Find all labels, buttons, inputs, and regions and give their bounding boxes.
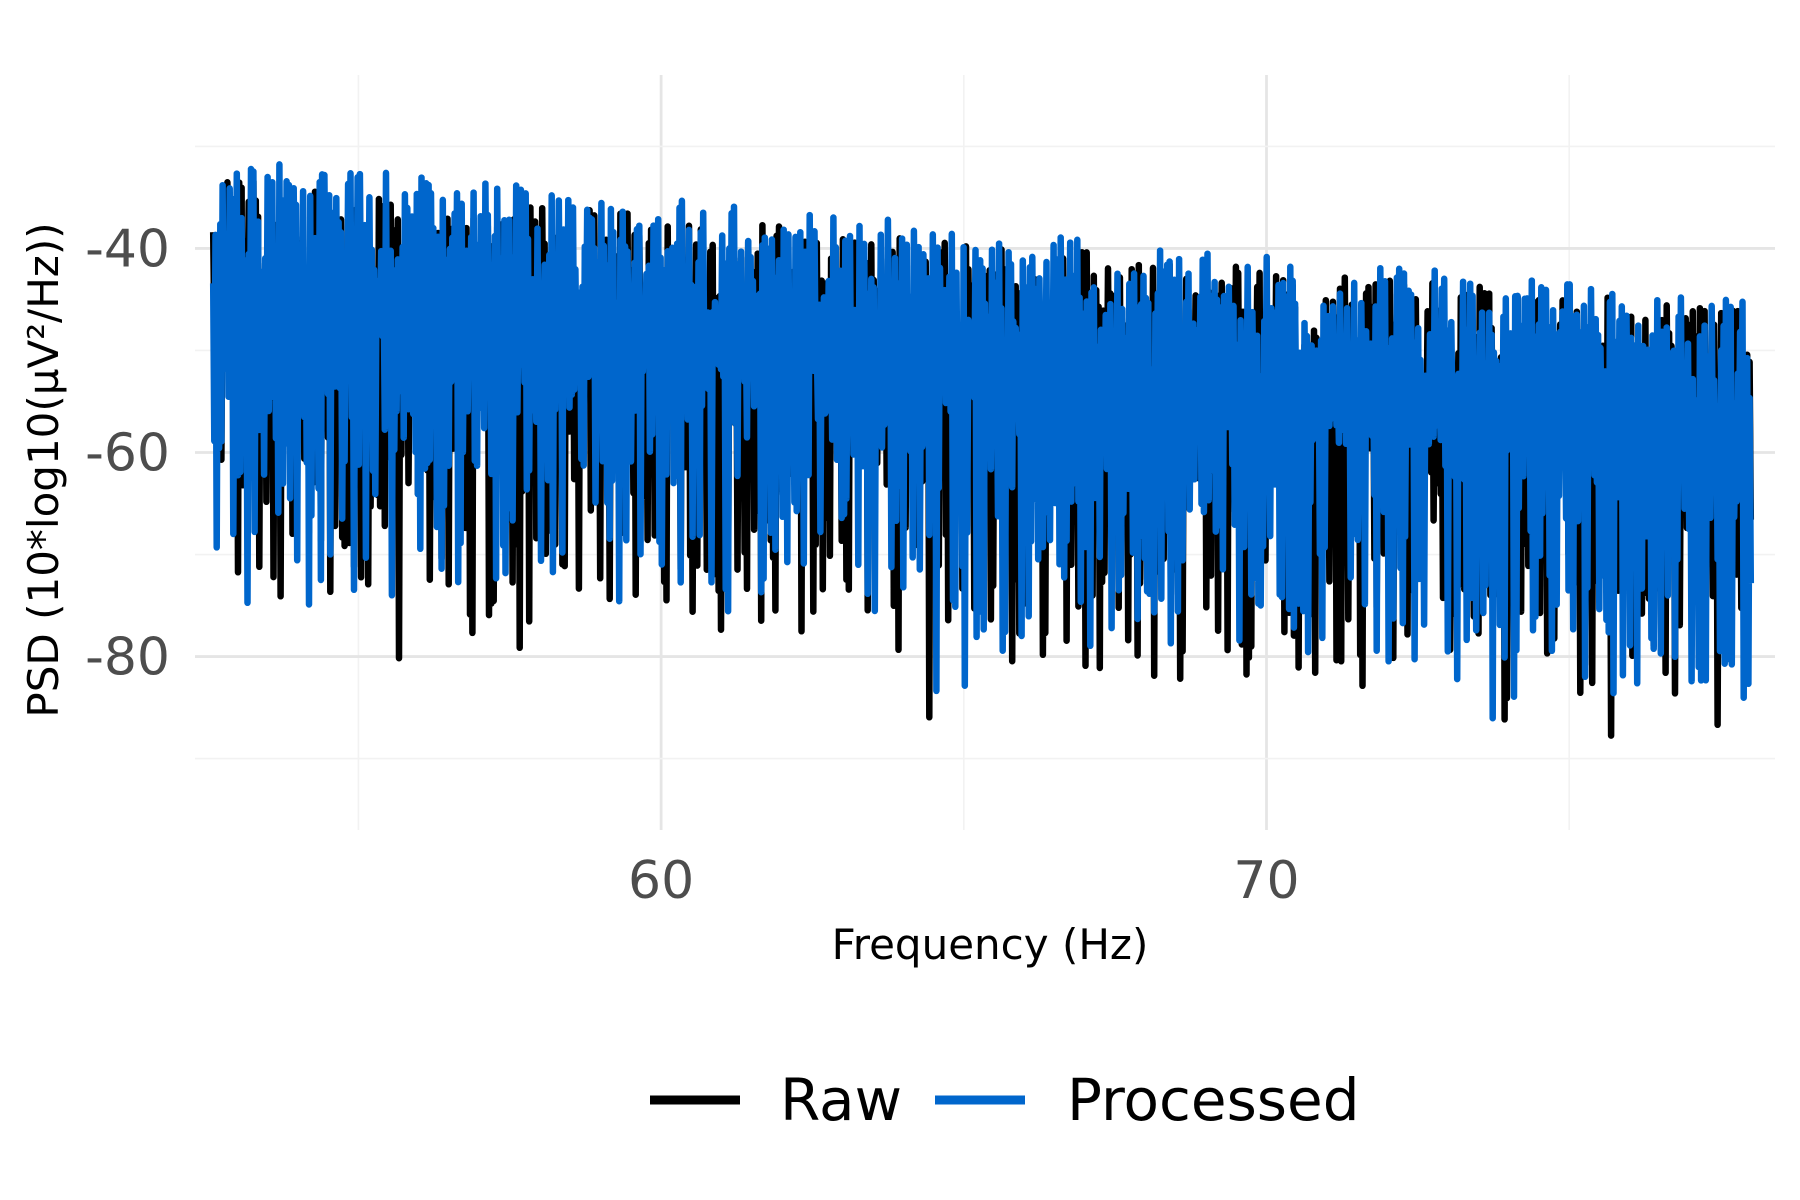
legend: Raw Processed (650, 1066, 1360, 1134)
x-axis-title: Frequency (Hz) (832, 920, 1149, 969)
legend-label-raw: Raw (780, 1066, 902, 1134)
tick-labels: 60 70 -40 -60 -80 (85, 219, 1300, 911)
y-axis-title: PSD (10*log10(µV²/Hz)) (19, 222, 68, 717)
series-lines (209, 161, 1755, 739)
x-tick-label: 70 (1233, 851, 1299, 911)
legend-label-processed: Processed (1067, 1066, 1360, 1134)
y-tick-label: -80 (85, 628, 170, 688)
series-line-processed (209, 161, 1755, 722)
x-tick-label: 60 (628, 851, 694, 911)
y-tick-label: -60 (85, 424, 170, 484)
y-tick-label: -40 (85, 219, 170, 279)
